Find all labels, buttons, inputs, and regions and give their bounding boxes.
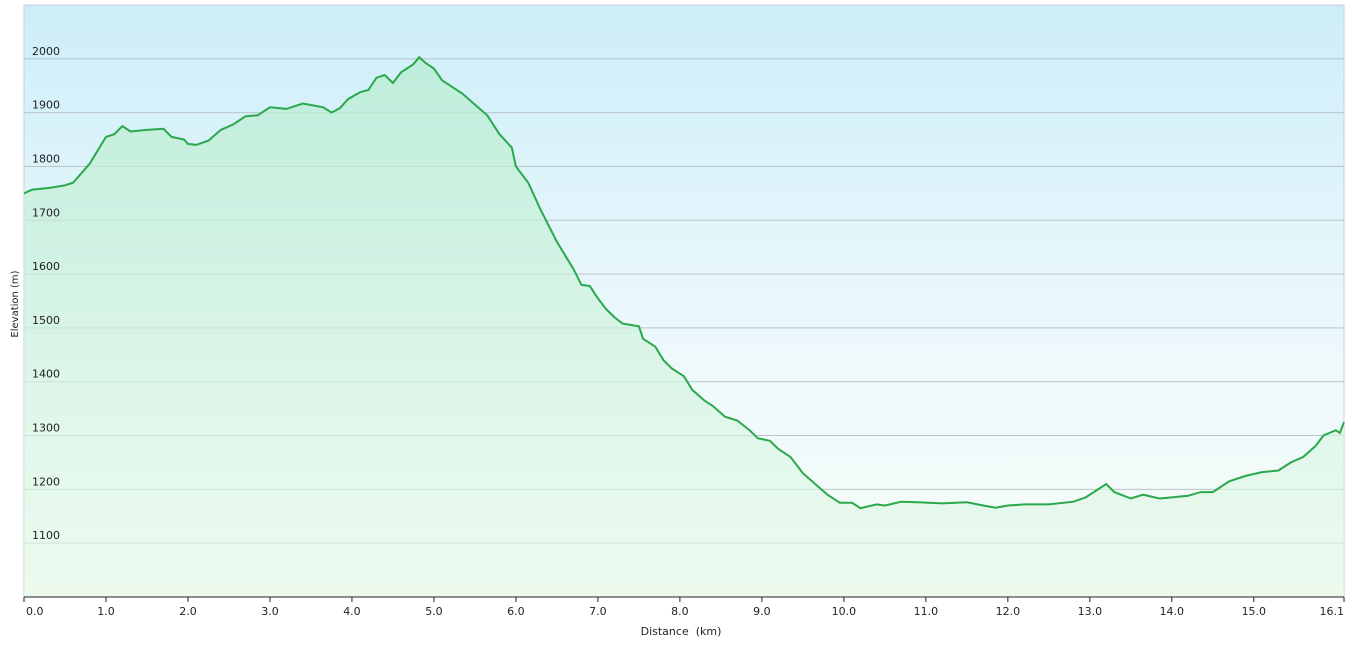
y-tick-label: 1700 (32, 206, 60, 219)
y-tick-label: 1100 (32, 529, 60, 542)
x-tick-label: 15.0 (1242, 605, 1267, 618)
x-tick-label: 13.0 (1078, 605, 1103, 618)
x-tick-label: 4.0 (343, 605, 361, 618)
x-tick-label: 9.0 (753, 605, 771, 618)
y-tick-label: 1400 (32, 368, 60, 381)
x-tick-label: 14.0 (1160, 605, 1185, 618)
x-tick-label: 11.0 (914, 605, 939, 618)
y-axis-label: Elevation (m) (10, 270, 21, 337)
y-tick-label: 1200 (32, 475, 60, 488)
x-tick-label: 10.0 (832, 605, 857, 618)
y-tick-label: 1900 (32, 99, 60, 112)
x-tick-label: 6.0 (507, 605, 525, 618)
x-tick-label: 8.0 (671, 605, 689, 618)
y-tick-label: 1500 (32, 314, 60, 327)
x-tick-label: 7.0 (589, 605, 607, 618)
x-axis-label: Distance (km) (641, 625, 722, 638)
x-tick-label: 12.0 (996, 605, 1021, 618)
x-tick-label: 1.0 (97, 605, 115, 618)
x-tick-label: 5.0 (425, 605, 443, 618)
y-tick-label: 1600 (32, 260, 60, 273)
area-fill (24, 57, 1344, 597)
y-tick-label: 1800 (32, 152, 60, 165)
x-tick-label: 0.0 (26, 605, 44, 618)
y-tick-label: 2000 (32, 45, 60, 58)
x-tick-label: 2.0 (179, 605, 197, 618)
x-tick-label: 16.1 (1320, 605, 1345, 618)
x-tick-label: 3.0 (261, 605, 279, 618)
elevation-line (23, 55, 1345, 510)
y-tick-label: 1300 (32, 422, 60, 435)
